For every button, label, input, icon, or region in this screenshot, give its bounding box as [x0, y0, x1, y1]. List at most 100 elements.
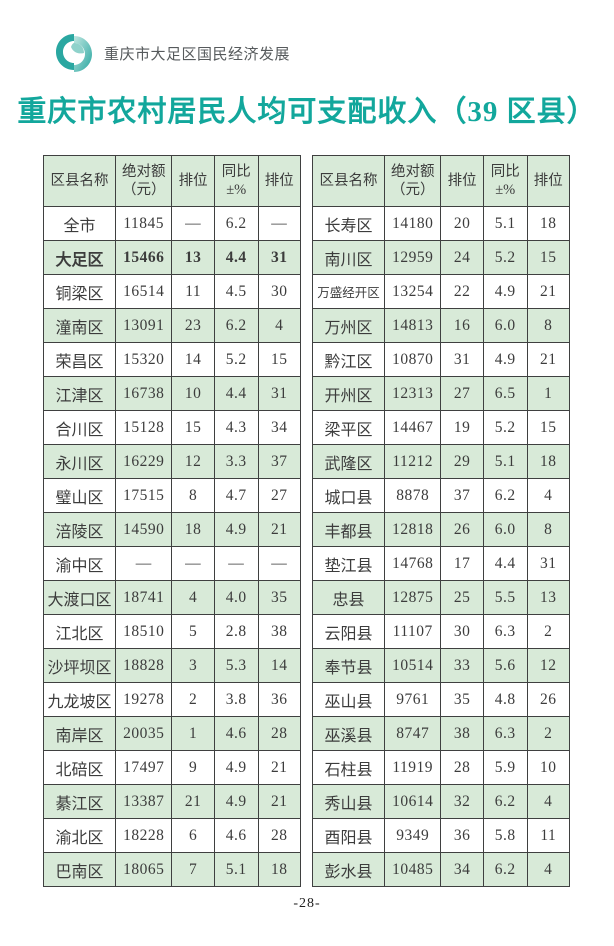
rank-cell: 21 [526, 342, 571, 377]
yoy-cell: 5.8 [482, 818, 528, 853]
value-cell: 10614 [383, 784, 442, 819]
rank-cell: 38 [257, 614, 302, 649]
value-cell: 18510 [114, 614, 173, 649]
rank-cell: 30 [257, 274, 302, 309]
district-name-cell: 大渡口区 [43, 580, 116, 615]
district-name-cell: 云阳县 [312, 614, 385, 649]
table-header: 区县名称 绝对额 （元） 排位 同比 ±% 排位 [312, 155, 571, 207]
value-cell: 11919 [383, 750, 442, 785]
yoy-cell: 5.5 [482, 580, 528, 615]
yoy-cell: 4.9 [213, 512, 259, 547]
district-name-cell: 沙坪坝区 [43, 648, 116, 683]
rank-cell: 36 [257, 682, 302, 717]
yoy-cell: 5.1 [213, 852, 259, 887]
rank-cell: 35 [440, 682, 484, 717]
yoy-cell: 4.4 [482, 546, 528, 581]
rank-cell: 8 [526, 512, 571, 547]
table-row: 长寿区 14180 20 5.1 18 [312, 206, 571, 241]
district-name-cell: 全市 [43, 206, 116, 241]
value-cell: 13091 [114, 308, 173, 343]
yoy-cell: 6.2 [482, 784, 528, 819]
rank-cell: 25 [440, 580, 484, 615]
table-row: 大足区 15466 13 4.4 31 [43, 240, 302, 275]
rank-cell: 31 [257, 376, 302, 411]
rank-cell: 28 [440, 750, 484, 785]
value-cell: 18228 [114, 818, 173, 853]
value-cell: 12818 [383, 512, 442, 547]
value-cell: 12313 [383, 376, 442, 411]
rank-cell: 27 [440, 376, 484, 411]
rank-cell: 11 [526, 818, 571, 853]
rank-cell: 4 [171, 580, 215, 615]
district-name-cell: 巴南区 [43, 852, 116, 887]
district-name-cell: 忠县 [312, 580, 385, 615]
rank-cell: 15 [526, 410, 571, 445]
rank-cell: 12 [526, 648, 571, 683]
col-header-rank: 排位 [440, 155, 484, 207]
table-row: 綦江区 13387 21 4.9 21 [43, 784, 302, 819]
district-name-cell: 江北区 [43, 614, 116, 649]
district-name-cell: 开州区 [312, 376, 385, 411]
rank-cell: 8 [171, 478, 215, 513]
value-cell: 12875 [383, 580, 442, 615]
rank-cell: 12 [171, 444, 215, 479]
table-row: 万州区 14813 16 6.0 8 [312, 308, 571, 343]
rank-cell: 29 [440, 444, 484, 479]
rank-cell: 21 [257, 784, 302, 819]
yoy-cell: 4.0 [213, 580, 259, 615]
district-name-cell: 南岸区 [43, 716, 116, 751]
header-row: 区县名称 绝对额 （元） 排位 同比 ±% 排位 [312, 155, 571, 207]
yoy-cell: 6.3 [482, 716, 528, 751]
rank-cell: 9 [171, 750, 215, 785]
yoy-cell: 4.3 [213, 410, 259, 445]
value-cell: 14180 [383, 206, 442, 241]
district-name-cell: 巫溪县 [312, 716, 385, 751]
table-row: 南岸区 20035 1 4.6 28 [43, 716, 302, 751]
district-name-cell: 奉节县 [312, 648, 385, 683]
table-row: 垫江县 14768 17 4.4 31 [312, 546, 571, 581]
value-cell: 9349 [383, 818, 442, 853]
rank-cell: 15 [257, 342, 302, 377]
district-name-cell: 垫江县 [312, 546, 385, 581]
table-row: 渝北区 18228 6 4.6 28 [43, 818, 302, 853]
value-cell: 17515 [114, 478, 173, 513]
value-cell: 13387 [114, 784, 173, 819]
rank-cell: 33 [440, 648, 484, 683]
rank-cell: — [171, 206, 215, 241]
rank-cell: 24 [440, 240, 484, 275]
rank-cell: 10 [171, 376, 215, 411]
yoy-cell: 5.2 [482, 240, 528, 275]
rank-cell: 23 [171, 308, 215, 343]
table-row: 渝中区 — — — — [43, 546, 302, 581]
district-name-cell: 武隆区 [312, 444, 385, 479]
district-name-cell: 石柱县 [312, 750, 385, 785]
col-header-district: 区县名称 [43, 155, 116, 207]
value-cell: 20035 [114, 716, 173, 751]
yoy-cell: 5.2 [213, 342, 259, 377]
table-row: 彭水县 10485 34 6.2 4 [312, 852, 571, 887]
yoy-cell: 4.6 [213, 716, 259, 751]
rank-cell: 28 [257, 716, 302, 751]
col-header-amount: 绝对额 （元） [114, 155, 173, 207]
table-row: 南川区 12959 24 5.2 15 [312, 240, 571, 275]
table-row: 巴南区 18065 7 5.1 18 [43, 852, 302, 887]
yoy-cell: 5.1 [482, 206, 528, 241]
brand-text: 重庆市大足区国民经济发展 [104, 45, 291, 63]
value-cell: 19278 [114, 682, 173, 717]
table-row: 涪陵区 14590 18 4.9 21 [43, 512, 302, 547]
rank-cell: — [257, 206, 302, 241]
value-cell: 17497 [114, 750, 173, 785]
district-name-cell: 江津区 [43, 376, 116, 411]
tables-container: 区县名称 绝对额 （元） 排位 同比 ±% 排位 全市 11845—6.2— 大足区… [43, 155, 571, 887]
table-row: 万盛经开区 13254 22 4.9 21 [312, 274, 571, 309]
district-name-cell: 北碚区 [43, 750, 116, 785]
yoy-cell: 6.2 [213, 308, 259, 343]
rank-cell: 18 [171, 512, 215, 547]
value-cell: 11212 [383, 444, 442, 479]
district-name-cell: 九龙坡区 [43, 682, 116, 717]
page-header: 重庆市大足区国民经济发展 [53, 30, 290, 76]
income-table-left: 区县名称 绝对额 （元） 排位 同比 ±% 排位 全市 11845—6.2— 大足区… [43, 155, 302, 887]
rank-cell: — [171, 546, 215, 581]
rank-cell: 16 [440, 308, 484, 343]
rank-cell: 14 [171, 342, 215, 377]
